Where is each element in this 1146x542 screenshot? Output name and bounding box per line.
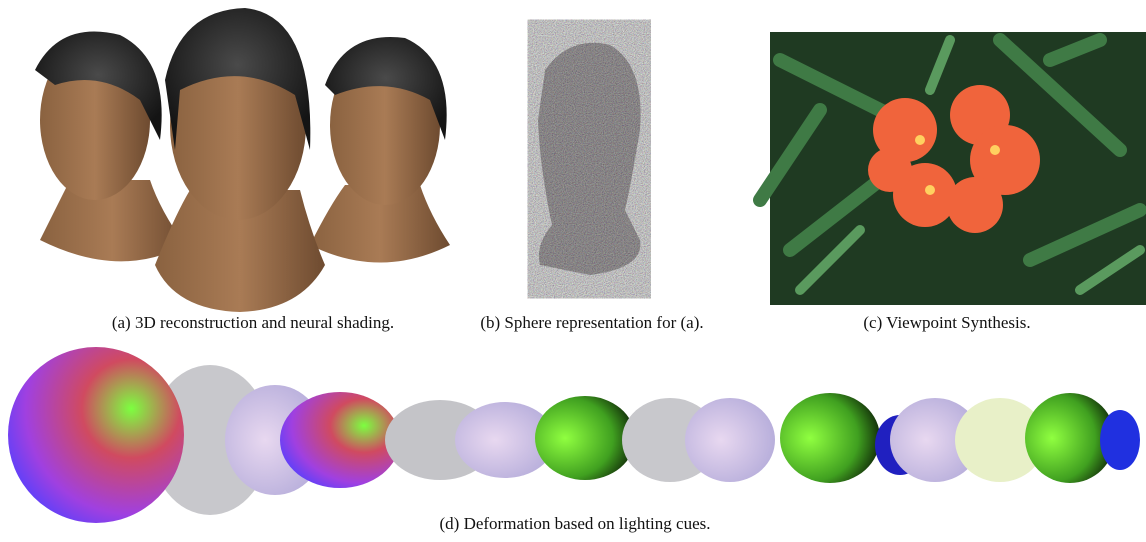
deformation-strip [8,347,1140,523]
caption-b: (b) Sphere representation for (a). [480,313,703,332]
caption-c: (c) Viewpoint Synthesis. [863,313,1030,332]
flower-photo [753,32,1146,305]
caption-d: (d) Deformation based on lighting cues. [440,514,711,533]
sphere-representation [538,42,641,276]
caption-a: (a) 3D reconstruction and neural shading… [112,313,394,332]
head-renderings [35,8,450,312]
